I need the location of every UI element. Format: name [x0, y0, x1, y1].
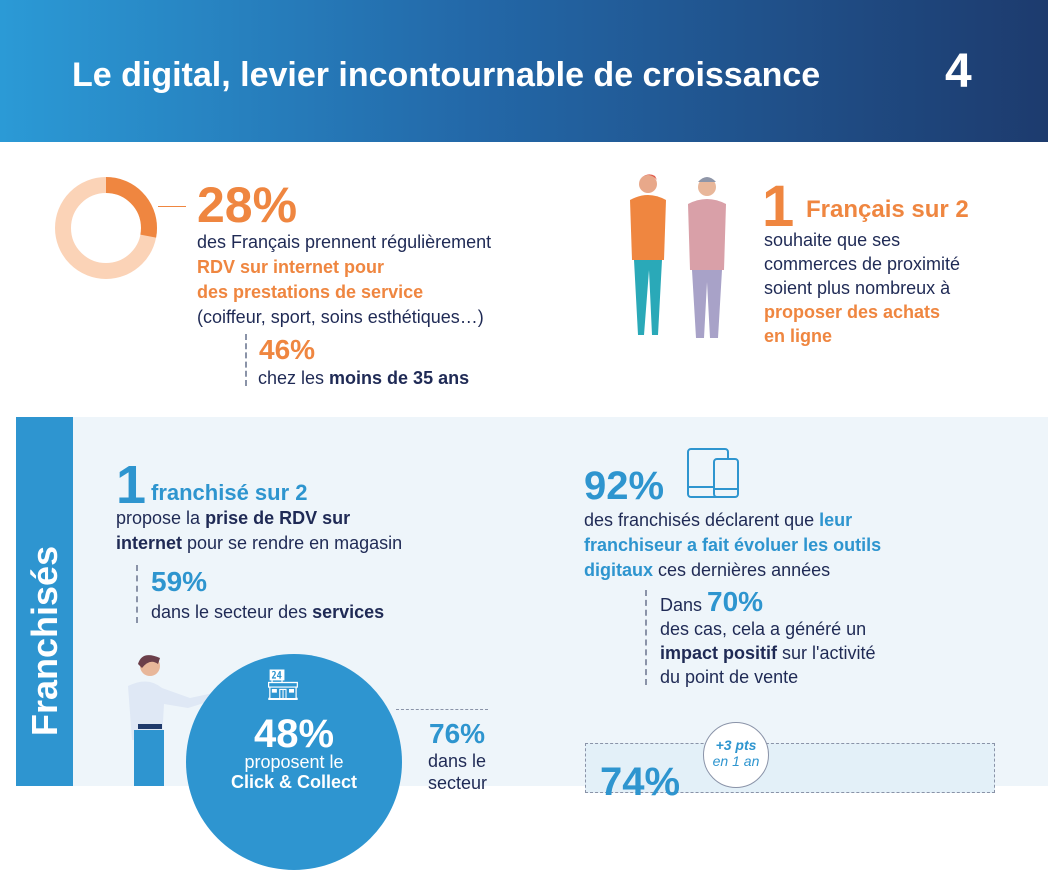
text: ces dernières années: [653, 560, 831, 580]
highlight-line: en ligne: [764, 326, 833, 346]
stat-franchise-1-sur-2: 1: [116, 455, 147, 515]
text-line: du point de vente: [660, 667, 799, 687]
text-line: (coiffeur, sport, soins esthétiques…): [197, 307, 484, 327]
dashed-divider: [136, 565, 138, 623]
badge-text: en 1 an: [712, 753, 760, 769]
stat-48-text: proposent le Click & Collect: [186, 752, 402, 792]
stat-46-text: chez les moins de 35 ans: [258, 366, 469, 391]
highlight: leur: [819, 510, 853, 530]
stat-1-sur-2: 1: [762, 174, 795, 239]
stat-59-text: dans le secteur des services: [151, 600, 384, 625]
people-illustration: [630, 174, 726, 338]
franchises-panel: [16, 417, 1048, 786]
highlight-line: des prestations de service: [197, 282, 424, 302]
text-line: Click & Collect: [230, 772, 358, 792]
badge-value: +3 pts: [715, 737, 757, 753]
stat-70: 70%: [707, 586, 764, 617]
text: des franchisés déclarent que: [584, 510, 820, 530]
text: sur l'activité: [777, 643, 876, 663]
stat-74-box: [585, 743, 995, 793]
text-line: commerces de proximité: [764, 254, 961, 274]
donut-chart-icon: [55, 177, 157, 279]
stat-76-text: dans le secteur: [428, 750, 487, 794]
bold-text: prise de RDV sur: [205, 508, 351, 528]
stat-70-text: Dans 70% des cas, cela a généré un impac…: [660, 588, 960, 689]
shop-click-icon: 🏪︎: [264, 669, 303, 702]
header-banner: [0, 0, 1048, 142]
dashed-connector: [396, 709, 488, 710]
stat-28: 28%: [197, 177, 298, 233]
text-line: souhaite que ses: [764, 230, 901, 250]
bold-text: internet: [116, 533, 183, 553]
dashed-divider: [245, 334, 247, 386]
stat-59: 59%: [151, 566, 208, 597]
text-line: des Français prennent régulièrement: [197, 232, 492, 252]
stat-46: 46%: [259, 334, 316, 365]
page-title: Le digital, levier incontournable de cro…: [72, 56, 821, 94]
text-line: des cas, cela a généré un: [660, 619, 867, 639]
text-line: proposent le: [244, 752, 344, 772]
section-label: Franchisés: [24, 545, 65, 736]
bold-text: impact positif: [660, 643, 778, 663]
tablet-phone-icon: [687, 448, 739, 498]
stat-48: 48%: [253, 712, 335, 756]
man-pointing-illustration: [128, 655, 220, 786]
text: propose la: [116, 508, 206, 528]
highlight-line: proposer des achats: [764, 302, 941, 322]
dashed-divider: [645, 590, 647, 685]
text: pour se rendre en magasin: [182, 533, 403, 553]
connector-line: [158, 206, 186, 207]
text: chez les: [258, 368, 330, 388]
bold-text: moins de 35 ans: [329, 368, 470, 388]
stat-92-text: des franchisés déclarent que leur franch…: [584, 508, 984, 583]
stat-1-sur-2-text: souhaite que ses commerces de proximité …: [764, 228, 1024, 348]
section-sidebar: [16, 417, 73, 786]
stat-franchise-suffix: franchisé sur 2: [151, 480, 308, 505]
stat-franchise-text: propose la prise de RDV sur internet pou…: [116, 506, 476, 556]
page-number: 4: [945, 45, 972, 98]
stat-92: 92%: [584, 464, 665, 508]
stat-1-sur-2-suffix: Français sur 2: [806, 196, 969, 223]
growth-badge: +3 pts en 1 an: [703, 722, 769, 788]
text-line: secteur: [428, 773, 488, 793]
stat-28-text: des Français prennent régulièrement RDV …: [197, 230, 557, 330]
text-line: dans le: [428, 751, 487, 771]
highlight: franchiseur a fait évoluer les outils: [584, 535, 882, 555]
text-line: soient plus nombreux à: [764, 278, 951, 298]
bold-text: services: [312, 602, 385, 622]
text: Dans: [660, 595, 708, 615]
text: dans le secteur des: [151, 602, 313, 622]
stat-74: 74%: [600, 760, 681, 804]
highlight: digitaux: [584, 560, 654, 580]
highlight-line: RDV sur internet pour: [197, 257, 385, 277]
stat-76: 76%: [429, 718, 486, 749]
